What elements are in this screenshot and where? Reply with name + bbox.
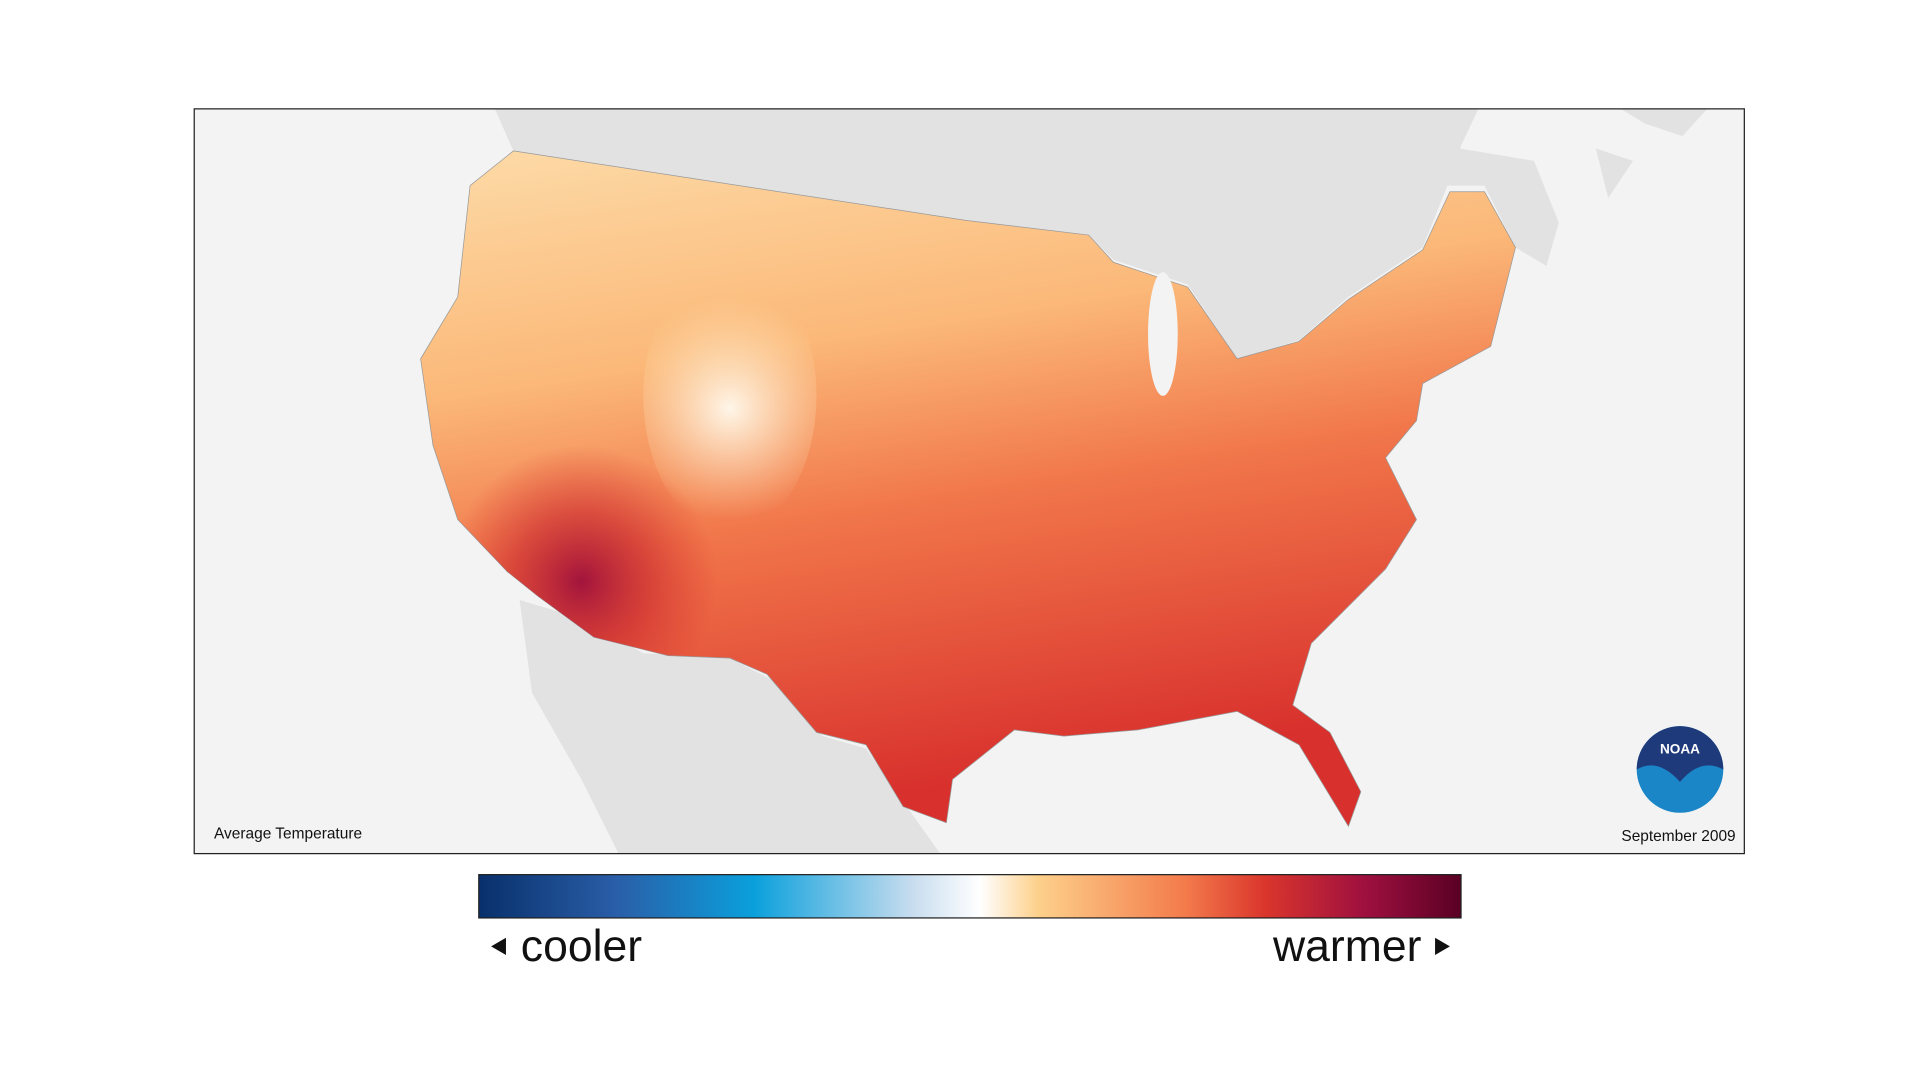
- mountain-region: [643, 259, 817, 532]
- map-frame: [193, 108, 1745, 855]
- map-label: Average Temperature: [214, 826, 362, 843]
- legend-high: warmer: [1272, 922, 1422, 971]
- land: [1595, 108, 1708, 198]
- canada: [451, 108, 1559, 359]
- noaa-logo: NOAA: [1636, 726, 1724, 813]
- lake-michigan: [1148, 272, 1178, 396]
- arrow-right: [1435, 937, 1450, 956]
- logo-top: [1636, 726, 1724, 782]
- color-bar: [478, 874, 1462, 919]
- map: [420, 108, 1708, 854]
- mexico: [519, 600, 941, 854]
- logo-text: NOAA: [1660, 741, 1700, 756]
- map-date: September 2009: [1621, 828, 1735, 845]
- arrow-left: [491, 937, 506, 956]
- legend-low: cooler: [521, 922, 642, 971]
